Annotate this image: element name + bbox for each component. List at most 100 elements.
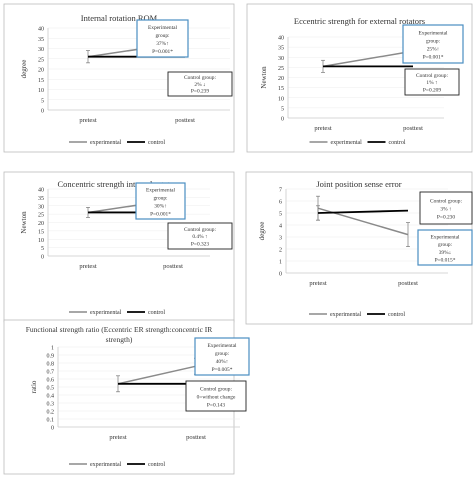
y-tick-label: 15	[38, 78, 44, 84]
annotation-text: P=0.001*	[150, 212, 171, 218]
y-tick-label: 0	[281, 117, 284, 123]
annotation-text: group:	[155, 33, 170, 39]
y-tick-label: 0.8	[47, 362, 55, 368]
y-tick-label: 0.2	[47, 410, 55, 416]
annotation-text: 0.4% ↑	[192, 234, 207, 240]
y-tick-label: 5	[41, 98, 44, 104]
chart-panel-4: Joint position sense error 0 1 2 3 4 5 6 7 degree…	[245, 171, 473, 325]
chart-title: Internal rotation ROM	[81, 13, 158, 23]
y-tick-label: 40	[38, 27, 44, 33]
legend-label: experimental	[330, 312, 362, 318]
y-tick-label: 35	[278, 46, 284, 52]
annotation-box-experimental	[194, 337, 250, 376]
annotation-text: Control group:	[200, 387, 232, 393]
series-line-experimental	[322, 50, 414, 68]
annotation-text: P=0.209	[423, 88, 441, 94]
chart-panel-5: Functional strength ratio (Eccentric ER …	[3, 319, 250, 475]
annotation-text: group:	[438, 242, 453, 248]
x-tick-label: posttest	[186, 434, 206, 441]
annotation-box-control	[167, 71, 233, 97]
y-tick-label: 40	[38, 188, 44, 194]
annotation-text: Control group:	[184, 75, 216, 81]
annotation-text: P=0.001*	[152, 49, 173, 55]
annotation-text: 0=without change	[197, 395, 236, 401]
legend-label: experimental	[90, 462, 122, 468]
annotation-text: 39%↓	[439, 250, 452, 256]
y-tick-label: 40	[278, 36, 284, 42]
chart-title: Concentric strength internal rotators	[58, 179, 181, 189]
y-tick-label: 5	[281, 106, 284, 112]
chart-panel-1: Internal rotation ROM 0 5 10 15 20 25 30 35 40 deg…	[3, 3, 235, 153]
annotation-text: P=0.001*	[423, 55, 444, 61]
y-tick-label: 20	[278, 76, 284, 82]
annotation-text: Control group:	[430, 199, 462, 205]
y-tick-label: 0.9	[47, 354, 55, 360]
annotation-text: P=0.230	[437, 215, 455, 221]
y-tick-label: 35	[38, 196, 44, 202]
annotation-text: group:	[153, 196, 168, 202]
y-tick-label: 10	[38, 88, 44, 94]
y-tick-label: 0.1	[47, 418, 55, 424]
annotation-text: 25%↑	[427, 47, 440, 53]
y-tick-label: 20	[38, 221, 44, 227]
y-tick-label: 25	[38, 57, 44, 63]
chart-panel-2: Eccentric strength for external rotators…	[246, 3, 473, 153]
annotation-text: Control group:	[416, 73, 448, 79]
annotation-text: Experimental	[418, 31, 448, 37]
y-tick-label: 25	[38, 213, 44, 219]
legend-label: control	[148, 310, 165, 316]
y-tick-label: 15	[38, 229, 44, 235]
annotation-text: Experimental	[148, 25, 178, 31]
annotation-text: Experimental	[207, 343, 237, 349]
annotation-text: Control group:	[184, 227, 216, 233]
annotation-text: 1% ↑	[426, 80, 437, 86]
annotation-text: 3% ↑	[440, 207, 451, 213]
annotation-text: Experimental	[146, 188, 176, 194]
legend-label: experimental	[90, 310, 122, 316]
y-tick-label: 7	[279, 188, 282, 194]
annotation-box-experimental	[136, 19, 189, 58]
y-tick-label: 20	[38, 68, 44, 74]
legend-label: control	[148, 462, 165, 468]
series-line-control	[317, 209, 409, 214]
annotation-box-control	[404, 68, 460, 96]
y-axis-label: degree	[20, 60, 28, 79]
annotation-box-control	[419, 191, 473, 225]
y-tick-label: 30	[38, 47, 44, 53]
y-axis-label: ratio	[30, 380, 38, 393]
y-tick-label: 0.6	[47, 378, 55, 384]
annotation-text: P=0.323	[191, 242, 209, 248]
y-tick-label: 1	[279, 260, 282, 266]
annotation-box-experimental	[402, 24, 464, 64]
legend-label: experimental	[90, 140, 122, 146]
annotation-text: P=0.143	[207, 403, 225, 409]
legend-label: control	[148, 140, 165, 146]
legend-label: control	[389, 140, 406, 146]
annotation-text: group:	[215, 351, 230, 357]
x-tick-label: posttest	[163, 263, 183, 270]
annotation-text: 30%↑	[154, 204, 167, 210]
annotation-text: 2% ↓	[194, 82, 205, 88]
y-tick-label: 30	[38, 204, 44, 210]
y-tick-label: 0.5	[47, 386, 55, 392]
y-tick-label: 25	[278, 66, 284, 72]
annotation-text: group:	[426, 39, 441, 45]
x-tick-label: posttest	[175, 117, 195, 124]
y-tick-label: 6	[279, 200, 282, 206]
annotation-text: P=0.015*	[435, 258, 456, 264]
y-axis-label: Newton	[20, 211, 28, 234]
annotation-text: 40%↑	[216, 359, 229, 365]
y-tick-label: 15	[278, 86, 284, 92]
y-tick-label: 0	[41, 255, 44, 261]
y-tick-label: 35	[38, 37, 44, 43]
y-tick-label: 0	[279, 272, 282, 278]
chart-panel-3: Concentric strength internal rotators 0 5 1…	[3, 171, 235, 323]
annotation-box-control	[167, 222, 233, 250]
annotation-box-experimental	[135, 182, 186, 220]
x-tick-label: posttest	[403, 125, 423, 132]
annotation-text: P=0.005*	[212, 367, 233, 373]
legend-label: experimental	[331, 140, 363, 146]
y-tick-label: 1	[51, 346, 54, 352]
y-tick-label: 5	[41, 246, 44, 252]
